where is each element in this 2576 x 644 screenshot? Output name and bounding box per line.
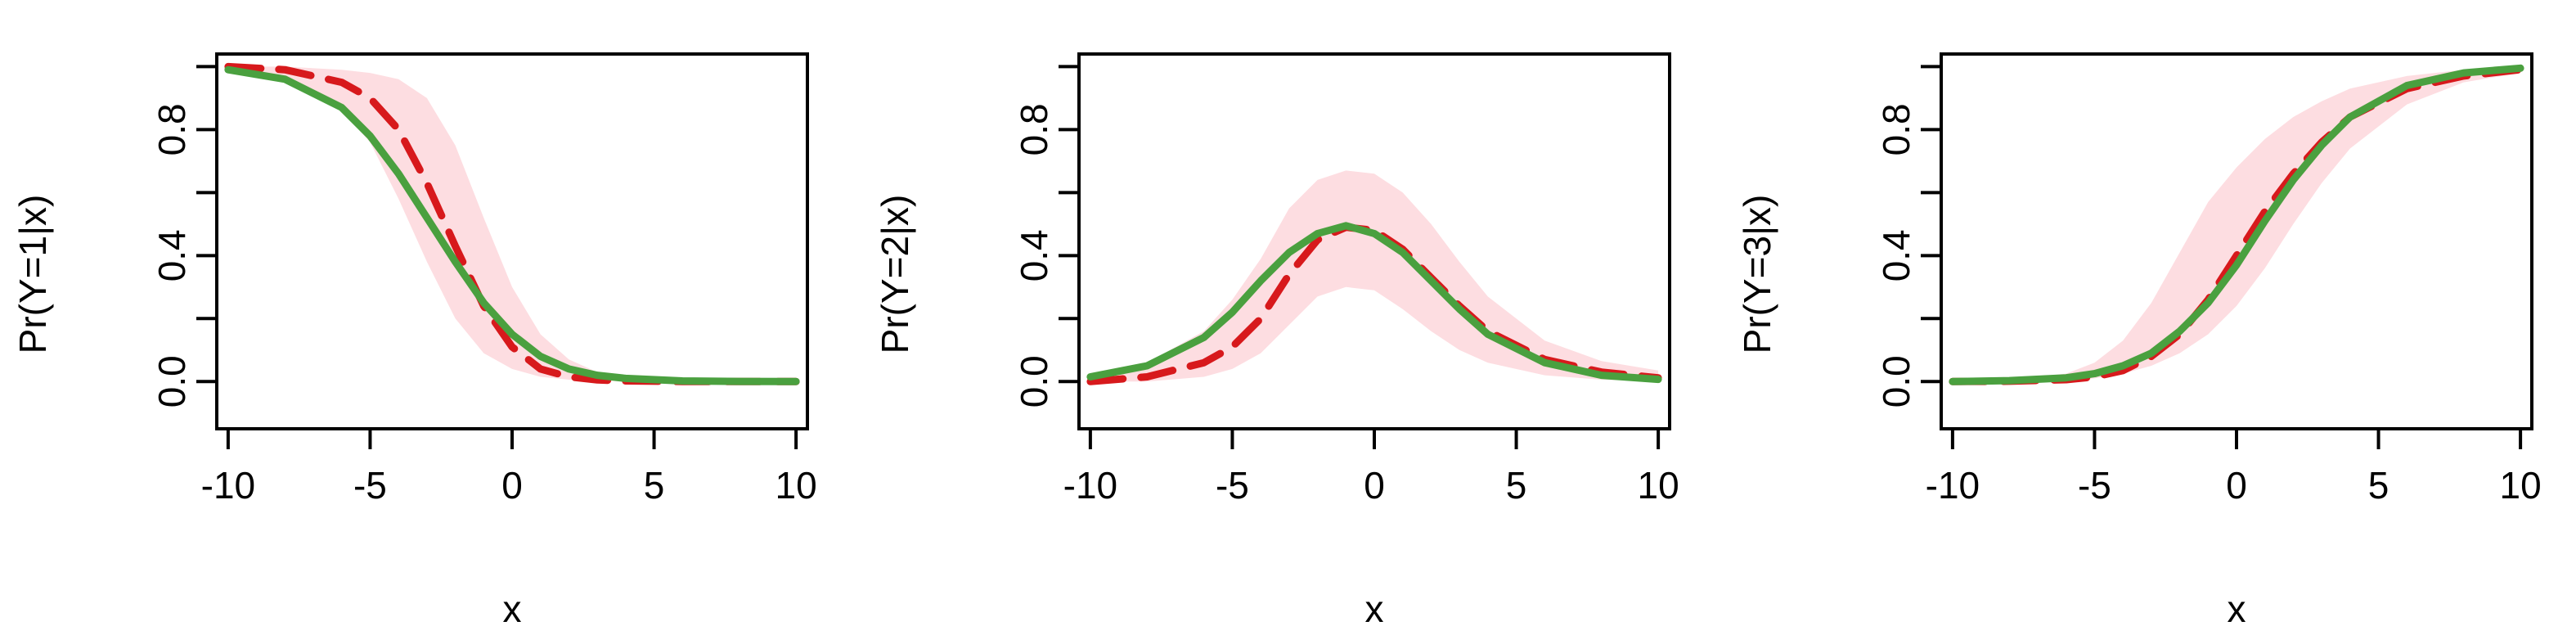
x-tick-label: -10: [201, 464, 255, 507]
x-tick-label: -10: [1926, 464, 1980, 507]
panel-3: -10 -5 0 5 10 0.0 0.4 0.8 x Pr(Y=3|x): [1736, 52, 2542, 630]
y-tick-label: 0.8: [1875, 103, 1917, 155]
solid-curve: [1086, 222, 1662, 384]
y-axis-title: Pr(Y=1|x): [11, 195, 54, 354]
x-tick-label: 10: [1638, 464, 1679, 507]
y-tick-label: 0.8: [151, 103, 193, 155]
x-tick-label: -5: [2078, 464, 2111, 507]
confidence-band: [227, 66, 797, 382]
confidence-band: [1952, 66, 2521, 382]
y-tick-label: 0.0: [1875, 355, 1917, 408]
x-axis-title: x: [503, 588, 522, 630]
x-axis-title: x: [1365, 588, 1384, 630]
y-axis-title: Pr(Y=2|x): [874, 195, 916, 354]
y-tick-label: 0.4: [1875, 229, 1917, 281]
x-axis-title: x: [2228, 588, 2246, 630]
y-tick-label: 0.4: [1013, 229, 1055, 281]
solid-curve: [224, 65, 800, 385]
x-tick-label: 5: [2368, 464, 2389, 507]
x-tick-label: 0: [2226, 464, 2247, 507]
x-tick-label: -10: [1063, 464, 1117, 507]
x-tick-label: 5: [644, 464, 665, 507]
y-tick-label: 0.0: [1013, 355, 1055, 408]
x-tick-label: -5: [353, 464, 387, 507]
panel-2: -10 -5 0 5 10 0.0 0.4 0.8 x Pr(Y=2|x): [874, 52, 1679, 630]
y-tick-label: 0.4: [151, 229, 193, 281]
solid-curve: [1949, 64, 2524, 385]
x-tick-label: 0: [1364, 464, 1385, 507]
y-tick-label: 0.8: [1013, 103, 1055, 155]
x-tick-label: 10: [2500, 464, 2542, 507]
y-tick-label: 0.0: [151, 355, 193, 408]
y-axis-title: Pr(Y=3|x): [1736, 195, 1778, 354]
x-tick-label: 5: [1506, 464, 1527, 507]
panel-1: -10 -5 0 5 10 0.0 0.4 0.8 x Pr(Y=1|x): [11, 52, 817, 630]
confidence-band: [1090, 170, 1659, 382]
x-tick-label: 0: [501, 464, 523, 507]
x-tick-label: 10: [775, 464, 817, 507]
x-tick-label: -5: [1216, 464, 1249, 507]
